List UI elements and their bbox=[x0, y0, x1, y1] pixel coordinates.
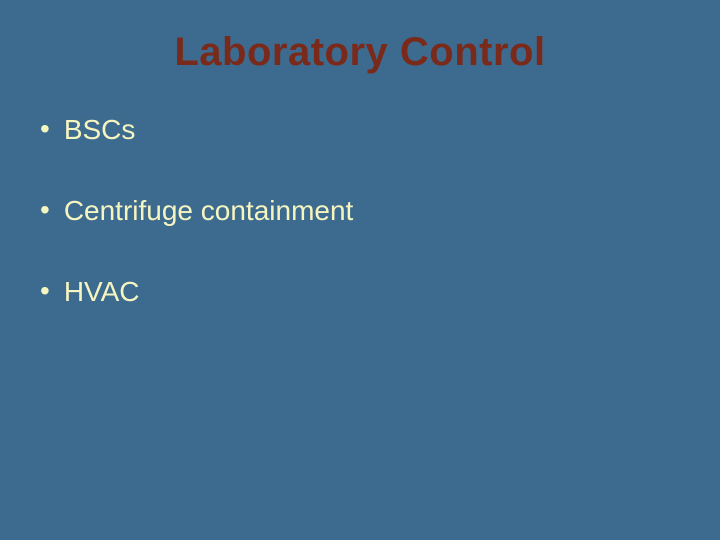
bullet-dot-icon: • bbox=[40, 196, 50, 224]
bullet-item: • BSCs bbox=[40, 115, 690, 146]
slide-container: Laboratory Control • BSCs • Centrifuge c… bbox=[0, 0, 720, 540]
bullet-item: • Centrifuge containment bbox=[40, 196, 690, 227]
bullet-text: BSCs bbox=[64, 115, 136, 146]
bullet-list: • BSCs • Centrifuge containment • HVAC bbox=[30, 115, 690, 307]
bullet-text: Centrifuge containment bbox=[64, 196, 354, 227]
bullet-item: • HVAC bbox=[40, 277, 690, 308]
bullet-dot-icon: • bbox=[40, 277, 50, 305]
bullet-text: HVAC bbox=[64, 277, 140, 308]
bullet-dot-icon: • bbox=[40, 115, 50, 143]
slide-title: Laboratory Control bbox=[30, 30, 690, 75]
